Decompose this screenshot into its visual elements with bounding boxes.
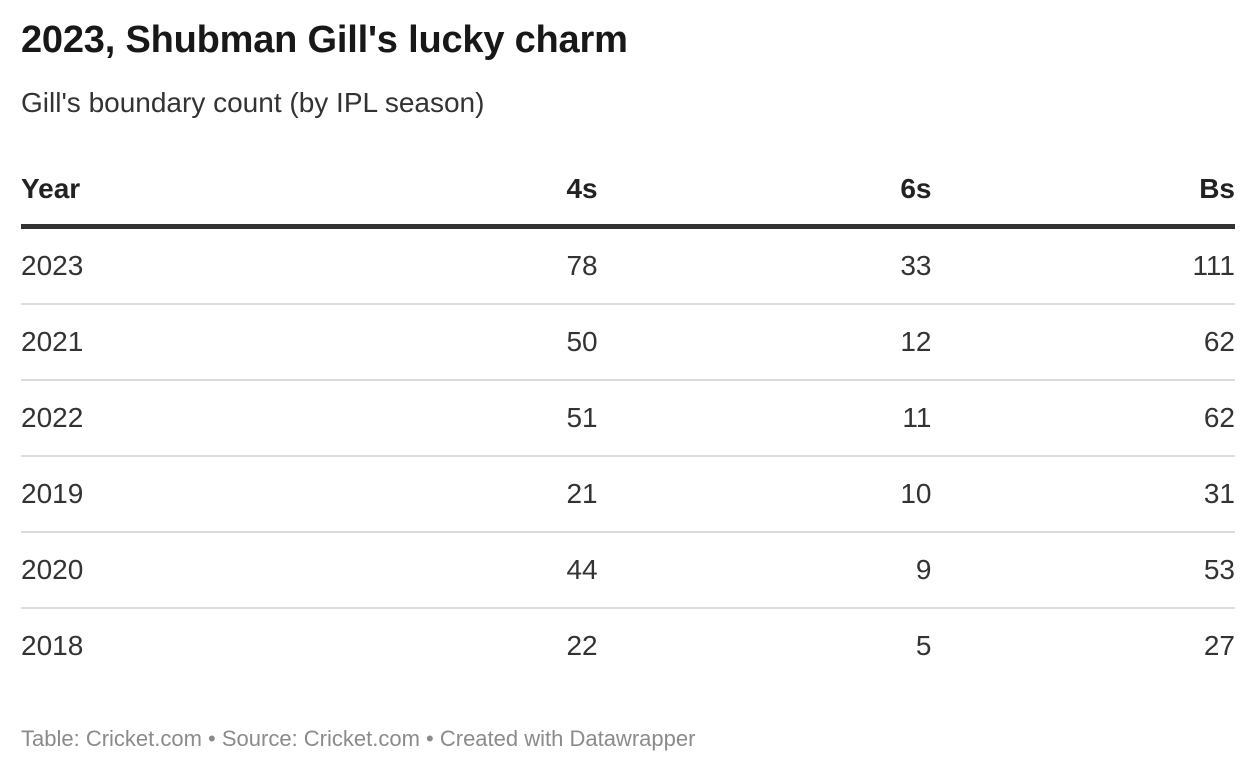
cell-bs: 53	[931, 532, 1235, 609]
cell-4s: 44	[324, 532, 598, 609]
cell-year: 2022	[21, 380, 325, 457]
table-row: 2019 21 10 31	[21, 456, 1235, 533]
cell-year: 2020	[21, 532, 325, 609]
cell-6s: 11	[597, 380, 932, 457]
table-header-row: Year 4s 6s Bs	[21, 164, 1235, 229]
cell-4s: 21	[324, 456, 598, 533]
cell-year: 2023	[21, 226, 325, 305]
column-header-year: Year	[21, 164, 325, 229]
cell-4s: 50	[324, 304, 598, 381]
column-header-bs: Bs	[931, 164, 1235, 229]
chart-subtitle: Gill's boundary count (by IPL season)	[21, 87, 485, 118]
cell-6s: 5	[915, 630, 932, 661]
cell-6s: 12	[597, 304, 932, 381]
cell-6s: 9	[597, 532, 932, 609]
table-row: 2020 44 9 53	[21, 532, 1235, 609]
column-header-4s: 4s	[324, 164, 598, 229]
cell-year: 2018	[21, 630, 84, 661]
chart-title: 2023, Shubman Gill's lucky charm	[21, 19, 628, 61]
table-row: 2021 50 12 62	[21, 304, 1235, 381]
cell-year: 2021	[21, 304, 325, 381]
cell-bs: 31	[931, 456, 1235, 533]
table-row: 2018 22 5 27	[21, 608, 1235, 683]
table-row: 2023 78 33 111	[21, 226, 1235, 305]
boundary-count-table: Year 4s 6s Bs 2023 78 33 111 2021 50 12 …	[21, 164, 1235, 683]
cell-bs: 62	[931, 304, 1235, 381]
cell-bs: 27	[1203, 630, 1235, 661]
cell-4s: 22	[566, 630, 598, 661]
cell-bs: 111	[931, 226, 1235, 305]
attribution-footer: Table: Cricket.com • Source: Cricket.com…	[21, 726, 696, 751]
column-header-6s: 6s	[597, 164, 932, 229]
cell-4s: 78	[324, 226, 598, 305]
table-row: 2022 51 11 62	[21, 380, 1235, 457]
cell-6s: 10	[597, 456, 932, 533]
cell-4s: 51	[324, 380, 598, 457]
cell-6s: 33	[597, 226, 932, 305]
cell-year: 2019	[21, 456, 325, 533]
cell-bs: 62	[931, 380, 1235, 457]
